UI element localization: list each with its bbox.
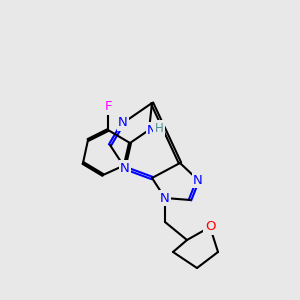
Text: F: F [104,100,112,113]
Text: O: O [205,220,215,233]
Text: H: H [154,122,164,134]
Text: N: N [193,173,203,187]
Text: N: N [160,191,170,205]
Text: N: N [147,124,157,136]
Text: N: N [118,116,128,130]
Text: N: N [120,161,130,175]
